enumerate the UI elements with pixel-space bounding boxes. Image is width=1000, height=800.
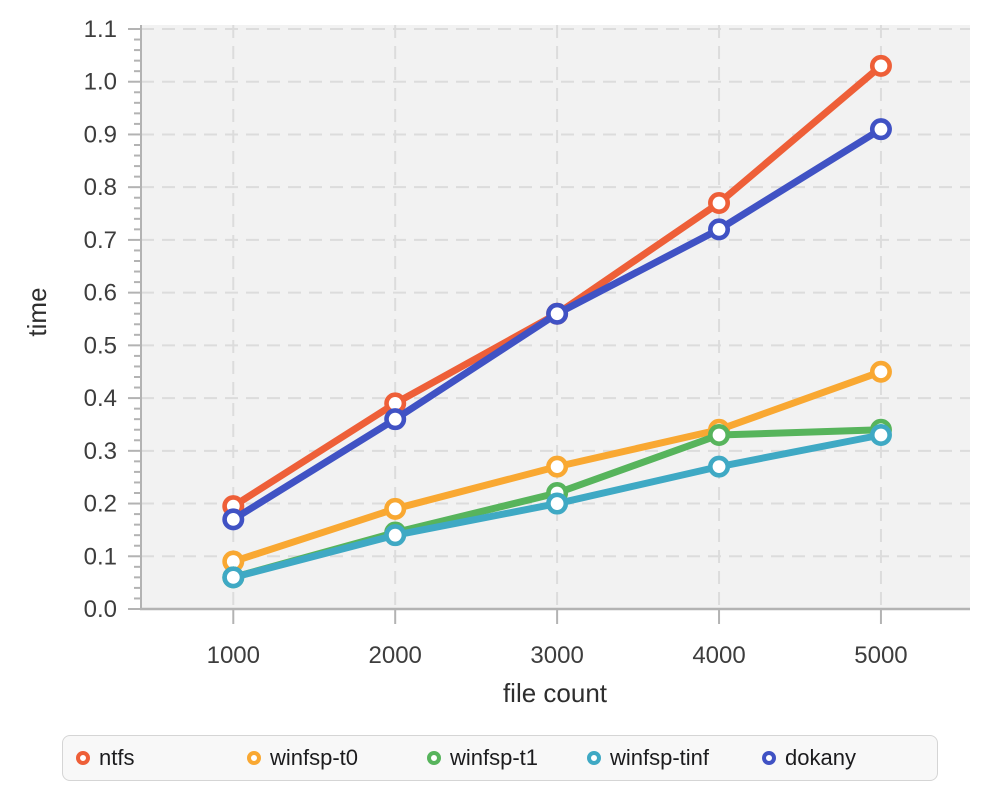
data-point-ntfs xyxy=(708,192,731,215)
y-tick-label: 0.6 xyxy=(84,280,117,307)
line-chart: 0.0 0.1 0.2 0.3 0.4 0.5 0.6 0.7 0.8 0.9 1.0 1.1 1000… xyxy=(22,16,970,708)
y-tick-label: 0.4 xyxy=(84,385,117,412)
legend: ntfs winfsp-t0 winfsp-t1 winfsp-tinf dokany xyxy=(62,735,938,781)
legend-marker-icon xyxy=(247,750,261,765)
x-tick-label: 2000 xyxy=(369,642,422,669)
data-point-winfsp-t1 xyxy=(708,423,731,446)
data-point-winfsp-t0 xyxy=(869,360,892,383)
legend-label: dokany xyxy=(785,744,856,770)
legend-marker-icon xyxy=(762,750,776,765)
axes: 0.0 0.1 0.2 0.3 0.4 0.5 0.6 0.7 0.8 0.9 1.0 1.1 1000… xyxy=(84,16,970,669)
x-tick-label: 5000 xyxy=(854,642,907,669)
legend-item-winfsp-t0[interactable]: winfsp-t0 xyxy=(247,736,358,779)
data-point-winfsp-tinf xyxy=(869,423,892,446)
legend-marker-icon xyxy=(427,750,441,765)
y-tick-label: 1.0 xyxy=(84,69,117,96)
y-tick-label: 0.0 xyxy=(84,596,117,623)
data-point-winfsp-tinf xyxy=(222,566,245,589)
data-point-ntfs xyxy=(869,54,892,77)
legend-label: winfsp-t0 xyxy=(270,744,359,770)
data-point-dokany xyxy=(869,118,892,141)
data-point-dokany xyxy=(384,408,407,431)
data-point-winfsp-t0 xyxy=(546,455,569,478)
legend-label: winfsp-tinf xyxy=(610,744,710,770)
y-tick-label: 0.7 xyxy=(84,227,117,254)
x-tick-label: 4000 xyxy=(692,642,745,669)
data-point-dokany xyxy=(546,302,569,325)
series-winfsp-tinf xyxy=(222,423,892,589)
x-tick-label: 1000 xyxy=(207,642,260,669)
x-axis-title: file count xyxy=(503,678,608,708)
series-group xyxy=(222,54,892,589)
legend-marker-icon xyxy=(587,750,601,765)
legend-item-winfsp-t1[interactable]: winfsp-t1 xyxy=(427,736,538,779)
y-tick-label: 0.2 xyxy=(84,491,117,518)
data-point-winfsp-tinf xyxy=(546,492,569,515)
legend-item-ntfs[interactable]: ntfs xyxy=(76,736,134,779)
y-tick-label: 0.9 xyxy=(84,121,117,148)
data-point-dokany xyxy=(222,508,245,531)
data-point-dokany xyxy=(708,218,731,241)
y-tick-label: 0.3 xyxy=(84,438,117,465)
data-point-winfsp-tinf xyxy=(708,455,731,478)
y-axis-title: time xyxy=(22,287,52,336)
grid-lines xyxy=(141,25,970,609)
y-tick-label: 0.8 xyxy=(84,174,117,201)
legend-marker-icon xyxy=(76,750,90,765)
legend-item-winfsp-tinf[interactable]: winfsp-tinf xyxy=(587,736,709,779)
legend-item-dokany[interactable]: dokany xyxy=(762,736,856,779)
legend-label: winfsp-t1 xyxy=(450,744,539,770)
x-tick-label: 3000 xyxy=(530,642,583,669)
y-tick-label: 0.1 xyxy=(84,543,117,570)
data-point-winfsp-t0 xyxy=(384,497,407,520)
legend-label: ntfs xyxy=(99,744,135,770)
data-point-winfsp-tinf xyxy=(384,524,407,547)
y-tick-label: 0.5 xyxy=(84,332,117,359)
y-tick-label: 1.1 xyxy=(84,16,117,43)
series-dokany xyxy=(222,118,892,531)
